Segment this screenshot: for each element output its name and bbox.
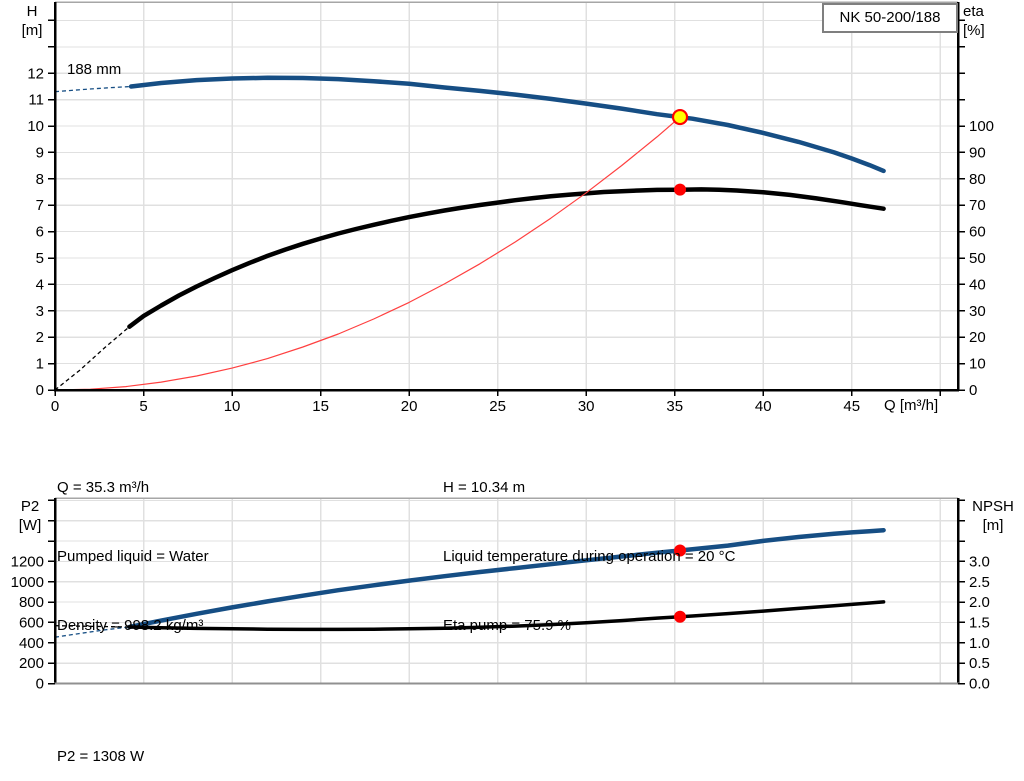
left-tick-label: 11 (28, 92, 44, 109)
left-tick-label: 3 (36, 303, 44, 320)
impeller-diameter-label: 188 mm (67, 61, 122, 78)
head-curve-188mm (128, 75, 886, 174)
pump-type-box: NK 50-200/188 (822, 3, 958, 33)
h-axis-title: H [m] (21, 3, 43, 39)
npsh-axis-title: NPSH [m] (972, 498, 1014, 534)
result-info: P2 = 1308 W NPSH = 1.64 m Max power P2 r… (57, 699, 388, 781)
system-curve (55, 116, 681, 390)
right-tick-label: 80 (969, 171, 986, 188)
left-tick-label: 8 (36, 171, 44, 188)
right-tick-label: 3.0 (969, 553, 990, 570)
left-tick-label: 200 (19, 655, 44, 672)
right-tick-label: 10 (969, 356, 986, 373)
right-tick-label: 40 (969, 276, 986, 293)
x-tick-label: 5 (139, 398, 147, 415)
p2-npsh-chart: 0 200 400 600 800 1000 1200 0.0 0.5 1.0 1.5 2.0 2.5 3… (11, 497, 990, 693)
right-tick-label: 30 (969, 303, 986, 320)
p2-curve (127, 527, 886, 630)
right-tick-label: 70 (969, 197, 986, 214)
duty-q: Q = 35.3 m³/h (57, 479, 150, 496)
p2-point-marker (674, 544, 687, 557)
x-tick-label: 25 (489, 398, 506, 415)
right-tick-label: 2.0 (969, 594, 990, 611)
duty-point-marker[interactable] (671, 108, 689, 126)
right-tick-label: 2.5 (969, 574, 990, 591)
npsh-curve (127, 600, 886, 632)
left-tick-label: 1 (36, 356, 44, 373)
right-tick-label: 0.5 (969, 655, 990, 672)
x-tick-label: 30 (578, 398, 595, 415)
right-tick-label: 60 (969, 224, 986, 241)
right-tick-label: 90 (969, 144, 986, 161)
right-tick-label: 100 (969, 118, 994, 135)
right-tick-label: 1.0 (969, 635, 990, 652)
right-tick-label: 20 (969, 329, 986, 346)
left-tick-label: 4 (36, 276, 44, 293)
eta-point-marker (674, 183, 687, 196)
eta-pump: Eta pump = 75.9 % (443, 617, 571, 634)
right-tick-label: 50 (969, 250, 986, 267)
p2-axis-title: P2 [W] (18, 498, 42, 534)
x-tick-label: 40 (755, 398, 772, 415)
x-tick-label: 10 (224, 398, 241, 415)
efficiency-curve-extrapolation (55, 326, 130, 390)
left-tick-label: 1200 (11, 553, 44, 570)
left-tick-label: 10 (27, 118, 44, 135)
p2-curve-extrapolation (55, 626, 130, 638)
left-tick-label: 5 (36, 250, 44, 267)
left-tick-label: 0 (36, 676, 44, 693)
right-tick-label: 0 (969, 382, 977, 399)
left-tick-label: 400 (19, 635, 44, 652)
x-tick-label: 15 (312, 398, 329, 415)
right-tick-label: 1.5 (969, 614, 990, 631)
duty-info-left: Q = 35.3 m³/h Pumped liquid = Water Dens… (57, 430, 209, 660)
right-tick-label: 0.0 (969, 676, 990, 693)
left-tick-label: 2 (36, 329, 44, 346)
left-tick-label: 6 (36, 224, 44, 241)
liquid-temperature: Liquid temperature during operation = 20… (443, 548, 736, 565)
left-tick-label: 0 (36, 382, 44, 399)
left-tick-label: 7 (36, 197, 44, 214)
x-tick-label: 20 (401, 398, 418, 415)
left-tick-label: 12 (27, 65, 44, 82)
q-axis-title: Q [m³/h] (884, 397, 939, 414)
head-curve-188mm-extrapolation (55, 85, 132, 93)
pumped-liquid: Pumped liquid = Water (57, 548, 209, 565)
x-tick-label: 0 (51, 398, 59, 415)
npsh-point-marker (674, 610, 687, 623)
p2-value: P2 = 1308 W (57, 748, 145, 765)
eta-axis-title: eta [%] (963, 3, 985, 39)
duty-info-right: H = 10.34 m Liquid temperature during op… (443, 430, 735, 660)
efficiency-curve (127, 187, 886, 329)
left-tick-label: 9 (36, 144, 44, 161)
x-tick-label: 45 (843, 398, 860, 415)
left-tick-label: 1000 (11, 574, 44, 591)
npsh-curve-extrapolation (55, 625, 130, 628)
density: Density = 998.2 kg/m³ (57, 617, 204, 634)
left-tick-label: 800 (19, 594, 44, 611)
x-tick-label: 35 (666, 398, 683, 415)
left-tick-label: 600 (19, 614, 44, 631)
duty-h: H = 10.34 m (443, 479, 526, 496)
